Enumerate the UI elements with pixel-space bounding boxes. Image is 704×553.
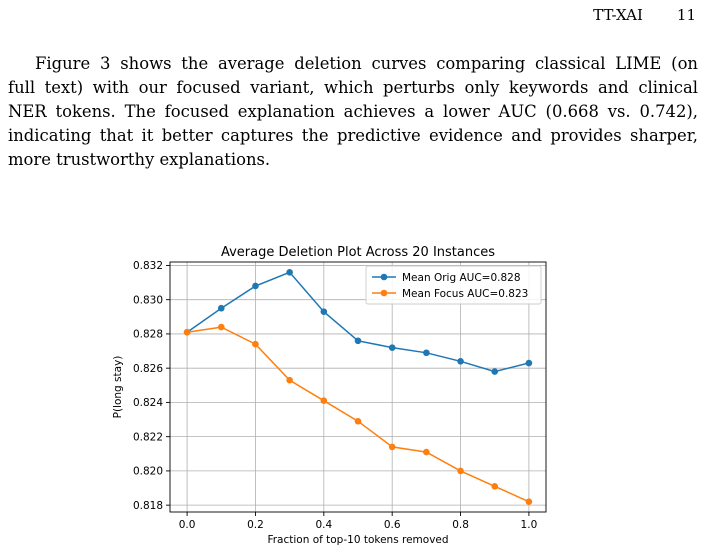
data-point	[388, 344, 396, 351]
body-paragraph: Figure 3 shows the average deletion curv…	[8, 52, 698, 172]
data-point	[354, 417, 362, 425]
data-point	[286, 376, 293, 384]
paragraph-line: Figure 3 shows the average deletion curv…	[35, 54, 698, 73]
paragraph-line: indicating that it better captures the p…	[8, 126, 698, 145]
data-point	[217, 323, 225, 331]
data-point	[388, 443, 396, 451]
data-point	[252, 282, 259, 290]
y-tick-label: 0.818	[133, 500, 163, 512]
y-tick-label: 0.824	[133, 397, 163, 409]
data-point	[491, 368, 499, 375]
data-point	[525, 498, 533, 506]
x-tick-label: 0.6	[384, 519, 401, 531]
paragraph-line: more trustworthy explanations.	[8, 150, 271, 169]
running-title: TT-XAI	[593, 6, 643, 24]
x-axis-label: Fraction of top-10 tokens removed	[267, 534, 448, 546]
data-point	[217, 304, 225, 312]
legend-box	[365, 265, 542, 305]
data-point	[252, 340, 259, 348]
y-tick-label: 0.820	[133, 466, 163, 478]
x-tick-label: 1.0	[521, 519, 538, 531]
series-line-focus	[186, 326, 530, 503]
running-header: TT-XAI 11	[593, 6, 696, 24]
y-axis-label: P(long stay)	[112, 356, 124, 419]
legend-swatch-marker	[380, 273, 388, 281]
data-point	[320, 308, 328, 315]
data-point	[457, 358, 464, 365]
y-tick-label: 0.828	[133, 329, 163, 341]
y-tick-label: 0.822	[133, 431, 163, 443]
data-point	[423, 448, 430, 456]
y-tick-label: 0.832	[133, 260, 163, 272]
x-tick-label: 0.4	[315, 519, 332, 531]
data-point	[183, 328, 191, 336]
data-point	[491, 483, 499, 490]
paragraph-line: full text) with our focused variant, whi…	[8, 78, 698, 97]
legend-entry-label: Mean Focus AUC=0.823	[402, 288, 528, 300]
data-point	[354, 337, 362, 345]
legend-entry-label: Mean Orig AUC=0.828	[402, 272, 521, 284]
chart-title: Average Deletion Plot Across 20 Instance…	[221, 245, 495, 260]
page-number: 11	[676, 6, 696, 24]
legend-swatch-marker	[380, 289, 388, 297]
paragraph-line: NER tokens. The focused explanation achi…	[8, 102, 698, 121]
y-tick-label: 0.830	[133, 294, 163, 306]
x-tick-label: 0.2	[247, 519, 264, 531]
x-tick-label: 0.8	[452, 519, 469, 531]
data-point	[320, 397, 328, 404]
data-point	[525, 359, 533, 367]
y-tick-label: 0.826	[133, 363, 163, 375]
plot-frame	[169, 261, 547, 513]
data-point	[423, 349, 430, 357]
data-point	[286, 268, 293, 276]
data-point	[457, 467, 464, 475]
x-tick-label: 0.0	[179, 519, 196, 531]
